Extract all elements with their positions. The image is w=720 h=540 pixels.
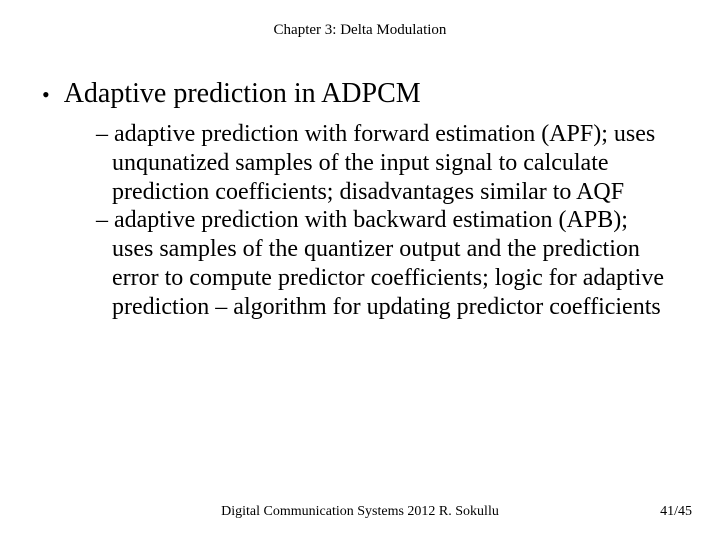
main-bullet: • Adaptive prediction in ADPCM <box>42 78 421 112</box>
dash-glyph: – <box>96 121 108 147</box>
sub-item-text: adaptive prediction with backward estima… <box>112 207 664 319</box>
chapter-header: Chapter 3: Delta Modulation <box>0 22 720 39</box>
footer-center: Digital Communication Systems 2012 R. So… <box>0 504 720 520</box>
chapter-header-text: Chapter 3: Delta Modulation <box>274 22 447 38</box>
list-item: – adaptive prediction with backward esti… <box>96 206 674 321</box>
sub-list: – adaptive prediction with forward estim… <box>96 120 674 322</box>
footer-page-number: 41/45 <box>660 504 692 520</box>
sub-item-text: adaptive prediction with forward estimat… <box>112 121 655 205</box>
main-title: Adaptive prediction in ADPCM <box>64 78 421 110</box>
list-item: – adaptive prediction with forward estim… <box>96 120 674 206</box>
footer-page-text: 41/45 <box>660 504 692 519</box>
bullet-glyph: • <box>42 78 50 112</box>
dash-glyph: – <box>96 207 108 233</box>
footer-center-text: Digital Communication Systems 2012 R. So… <box>221 504 499 519</box>
